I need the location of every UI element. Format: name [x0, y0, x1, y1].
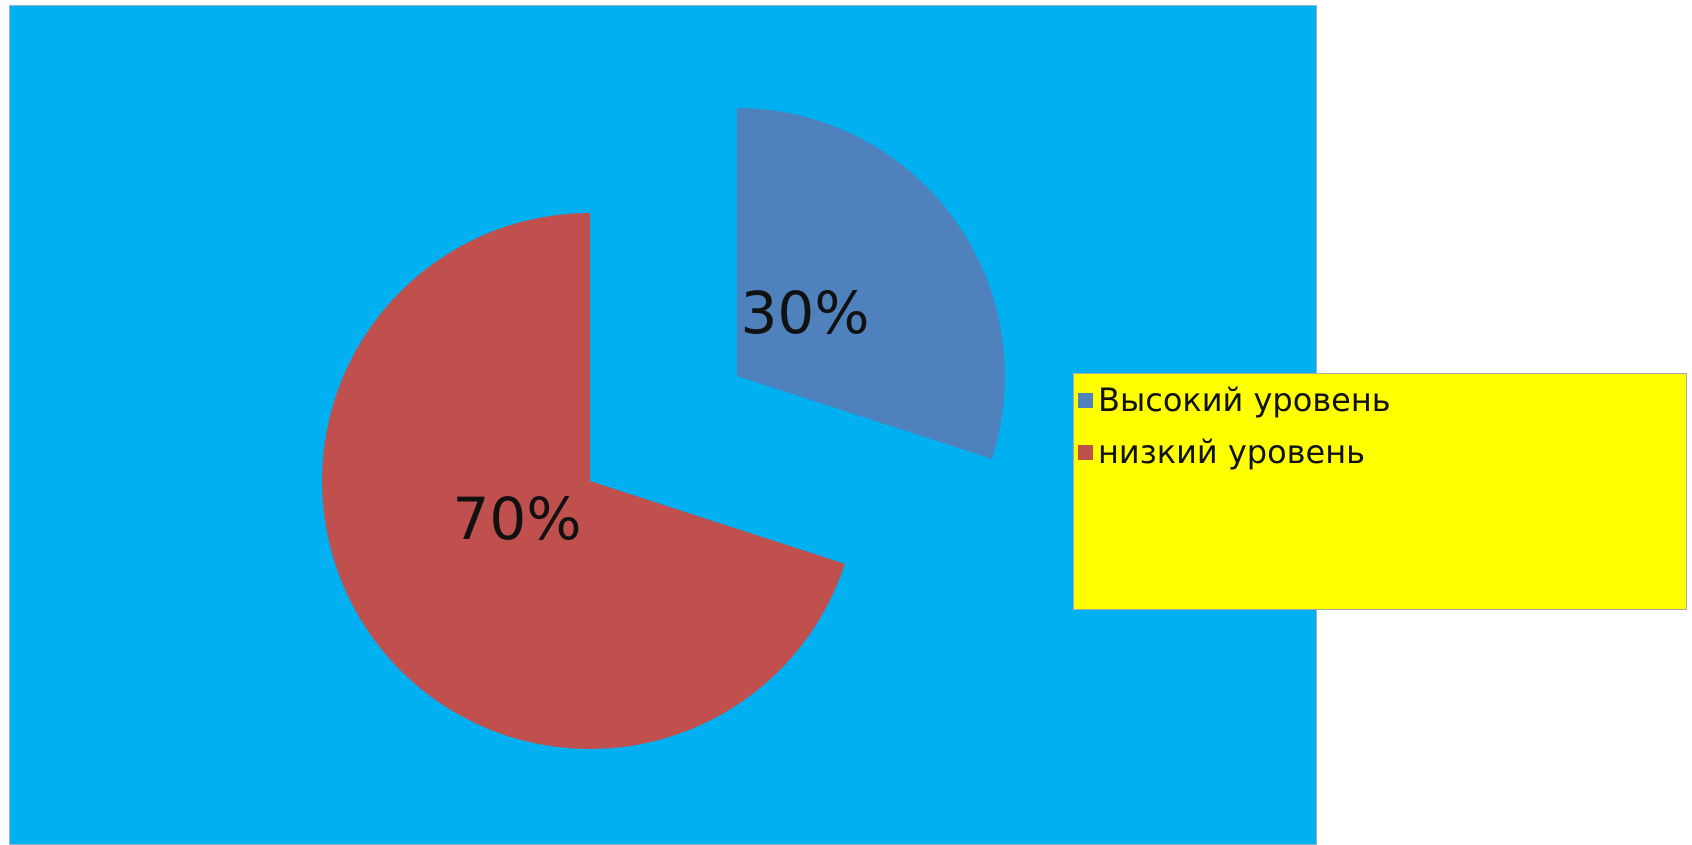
legend-swatch-low: [1078, 444, 1093, 460]
data-label-high: 30%: [741, 279, 870, 347]
pie-slice-low: [321, 213, 845, 750]
pie-slice-high: [737, 108, 1005, 459]
legend-swatch-high: [1078, 392, 1093, 408]
legend-label-high: Высокий уровень: [1098, 381, 1391, 419]
legend-item-low: низкий уровень: [1078, 429, 1365, 475]
legend: Высокий уровень низкий уровень: [1073, 373, 1687, 610]
data-label-low: 70%: [453, 485, 582, 553]
legend-item-high: Высокий уровень: [1078, 377, 1391, 423]
legend-label-low: низкий уровень: [1098, 433, 1365, 471]
